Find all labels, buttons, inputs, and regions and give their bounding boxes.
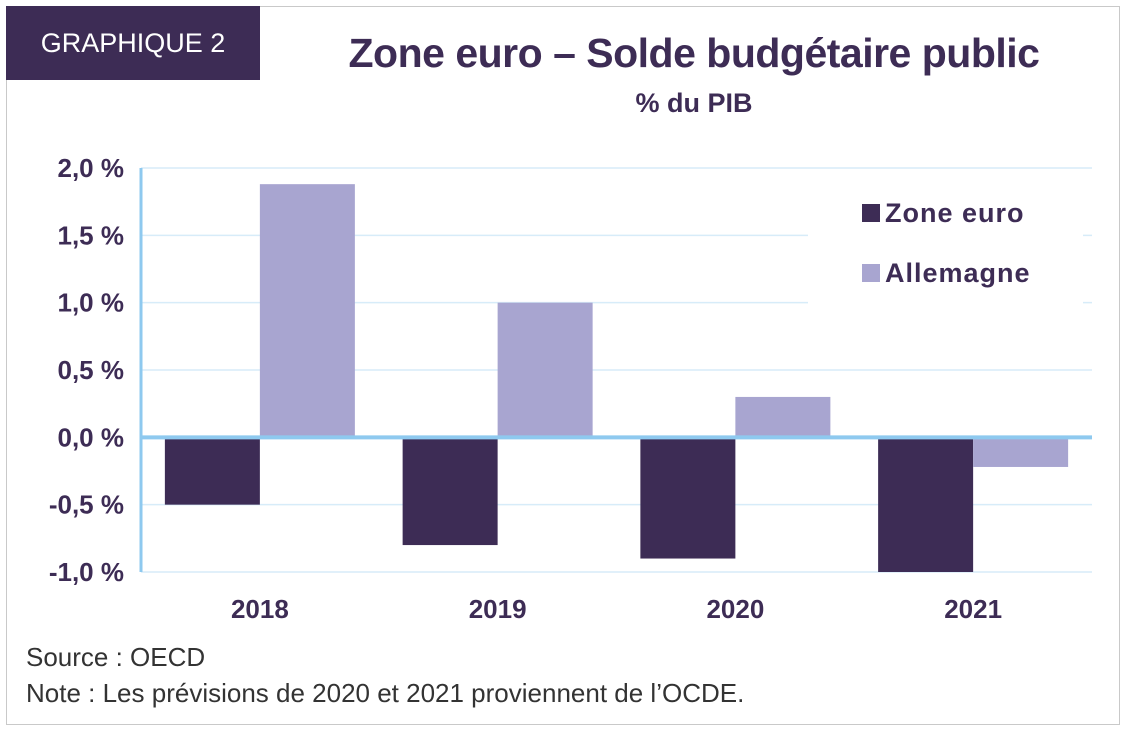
bar-zone-euro-2018: [164, 437, 260, 505]
y-tick-label: 1,5 %: [58, 220, 125, 250]
bar-zone-euro-2019: [402, 437, 498, 546]
y-tick-label: 0,5 %: [58, 355, 125, 385]
legend-swatch-zone-euro: [862, 204, 880, 222]
legend-swatch-allemagne: [862, 264, 880, 282]
source-text: Source : OECD: [26, 642, 206, 672]
bar-zone-euro-2021: [878, 437, 974, 572]
bar-allemagne-2018: [259, 184, 355, 438]
y-tick-label: 2,0 %: [58, 153, 125, 183]
chart-subtitle: % du PIB: [635, 88, 753, 118]
legend-label: Allemagne: [885, 258, 1031, 288]
chart-title: Zone euro – Solde budgétaire public: [348, 30, 1040, 76]
figure-badge: GRAPHIQUE 2: [6, 6, 260, 80]
bar-allemagne-2021: [973, 437, 1069, 467]
legend-box: [808, 188, 1083, 306]
y-tick-label: -1,0 %: [49, 557, 124, 587]
y-tick-label: 0,0 %: [58, 422, 125, 452]
x-tick-label: 2019: [469, 594, 527, 624]
x-tick-label: 2021: [944, 594, 1002, 624]
legend-label: Zone euro: [885, 198, 1025, 228]
x-tick-label: 2020: [706, 594, 764, 624]
y-tick-label: 1,0 %: [58, 288, 125, 318]
bar-zone-euro-2020: [640, 437, 736, 559]
note-text: Note : Les prévisions de 2020 et 2021 pr…: [26, 678, 745, 708]
bar-allemagne-2020: [735, 396, 831, 438]
y-tick-label: -0,5 %: [49, 490, 124, 520]
bar-allemagne-2019: [497, 302, 593, 438]
x-tick-label: 2018: [231, 594, 289, 624]
